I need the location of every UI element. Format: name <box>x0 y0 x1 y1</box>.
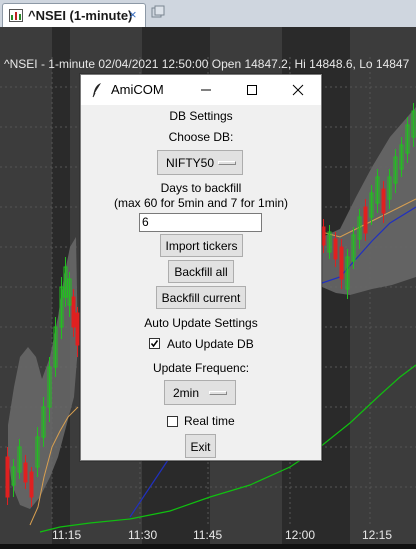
candle <box>364 207 367 233</box>
backfill-hint: (max 60 for 5min and 7 for 1min) <box>81 196 321 210</box>
auto-update-label: Auto Update DB <box>167 337 254 351</box>
candle <box>382 189 385 213</box>
candle <box>322 227 325 245</box>
candle <box>76 313 79 345</box>
dialog-titlebar[interactable]: AmiCOM <box>81 75 321 105</box>
update-frequency-label: Update Frequenc: <box>81 361 321 375</box>
candle <box>6 457 9 497</box>
auto-update-heading: Auto Update Settings <box>81 316 321 330</box>
dropdown-indicator-icon <box>218 161 236 165</box>
candle <box>24 463 27 482</box>
close-button[interactable] <box>275 75 321 105</box>
exit-button[interactable]: Exit <box>185 434 216 458</box>
chart-icon <box>9 9 23 22</box>
import-tickers-button[interactable]: Import tickers <box>160 234 243 257</box>
frequency-select-value: 2min <box>173 386 199 400</box>
chart-header: ^NSEI - 1-minute 02/04/2021 12:50:00 Ope… <box>4 57 409 71</box>
chart-bottom-strip <box>0 544 416 549</box>
time-label: 12:00 <box>285 528 315 542</box>
amicom-dialog: AmiCOM DB Settings Choose DB: NIFTY50 Da… <box>80 74 322 461</box>
chart-tab[interactable]: ^NSEI (1-minute) × <box>2 3 146 28</box>
maximize-icon <box>246 84 258 96</box>
db-settings-heading: DB Settings <box>81 109 321 123</box>
dialog-title: AmiCOM <box>111 82 164 97</box>
time-label: 11:45 <box>193 528 222 542</box>
backfill-current-button[interactable]: Backfill current <box>156 286 246 309</box>
candle <box>72 297 75 327</box>
frequency-select[interactable]: 2min <box>164 380 236 405</box>
candle <box>340 247 343 279</box>
db-select[interactable]: NIFTY50 <box>157 150 243 175</box>
dropdown-indicator-icon <box>209 391 227 395</box>
time-label: 11:15 <box>52 528 81 542</box>
close-icon <box>292 84 304 96</box>
maximize-button[interactable] <box>229 75 275 105</box>
time-label: 11:30 <box>128 528 157 542</box>
checkmark-icon <box>150 339 159 348</box>
days-input[interactable]: 6 <box>139 213 262 232</box>
candle <box>30 472 33 497</box>
close-tab-icon[interactable]: × <box>129 7 137 22</box>
time-label: 12:15 <box>362 528 392 542</box>
tab-title: ^NSEI (1-minute) <box>28 8 132 23</box>
new-tab-icon[interactable] <box>151 5 165 19</box>
days-to-backfill-label: Days to backfill <box>81 181 321 195</box>
feather-icon <box>91 82 103 98</box>
minimize-button[interactable] <box>183 75 229 105</box>
tab-bar: ^NSEI (1-minute) × <box>0 0 416 28</box>
backfill-all-button[interactable]: Backfill all <box>168 260 234 283</box>
real-time-checkbox[interactable] <box>167 416 178 427</box>
choose-db-label: Choose DB: <box>81 130 321 144</box>
auto-update-checkbox[interactable] <box>149 338 160 349</box>
candle <box>334 239 337 259</box>
minimize-icon <box>200 84 212 96</box>
real-time-label: Real time <box>184 414 235 428</box>
db-select-value: NIFTY50 <box>166 156 214 170</box>
